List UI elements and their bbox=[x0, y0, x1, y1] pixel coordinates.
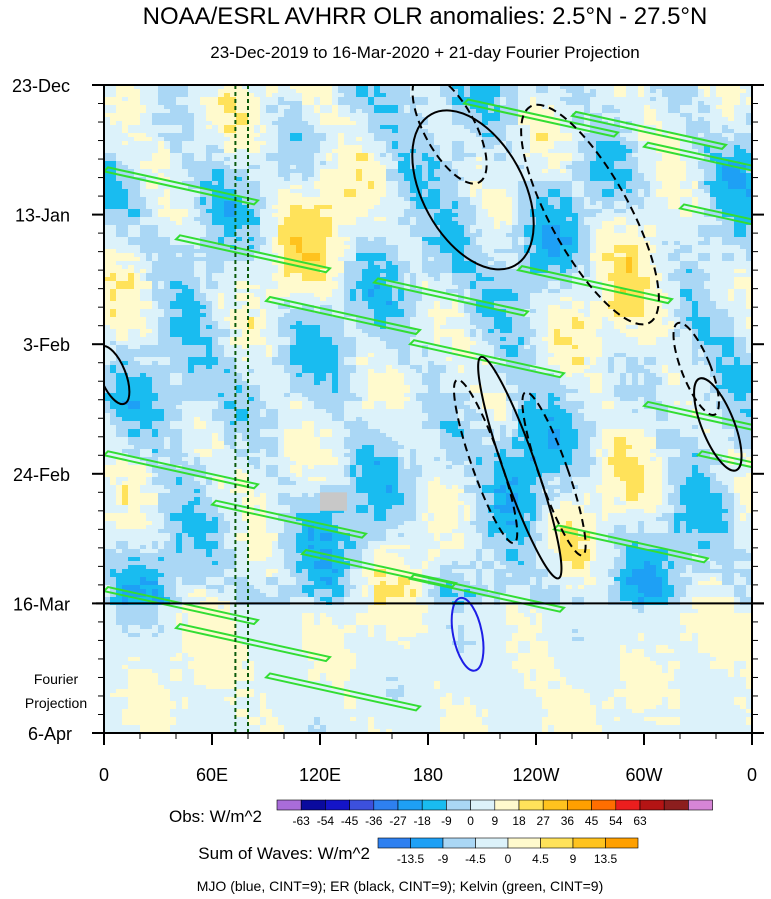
obs-legend-level: 9 bbox=[491, 814, 498, 828]
obs-legend-level: -18 bbox=[414, 814, 432, 828]
obs-legend-swatch bbox=[398, 800, 422, 810]
waves-legend-swatch bbox=[573, 838, 606, 848]
waves-legend-swatch bbox=[606, 838, 639, 848]
obs-legend-swatch bbox=[471, 800, 495, 810]
obs-legend-title: Obs: W/m^2 bbox=[169, 807, 262, 826]
projection-label: Fourier Projection bbox=[25, 671, 87, 711]
waves-legend-swatch bbox=[443, 838, 476, 848]
obs-legend-swatch bbox=[446, 800, 470, 810]
obs-legend-swatch bbox=[374, 800, 398, 810]
obs-legend-swatch bbox=[640, 800, 664, 810]
obs-legend-level: 0 bbox=[467, 814, 474, 828]
obs-legend: Obs: W/m^2 -63 -54 -45 -36 -27 -18 -9 0 9 18 27 36 4… bbox=[169, 800, 713, 828]
x-tick-label: 60E bbox=[196, 765, 228, 785]
waves-legend-swatch bbox=[476, 838, 509, 848]
obs-legend-swatch bbox=[495, 800, 519, 810]
obs-legend-swatch bbox=[350, 800, 374, 810]
waves-legend-level: 4.5 bbox=[532, 852, 549, 866]
waves-legend-level: -4.5 bbox=[465, 852, 486, 866]
obs-legend-level: -54 bbox=[317, 814, 335, 828]
x-tick-label: 120W bbox=[512, 765, 559, 785]
missing-data-box bbox=[320, 492, 347, 511]
obs-legend-swatch bbox=[567, 800, 591, 810]
plot-area bbox=[90, 62, 771, 734]
obs-legend-swatch bbox=[422, 800, 446, 810]
obs-legend-level: 45 bbox=[585, 814, 599, 828]
obs-legend-swatch bbox=[688, 800, 712, 810]
waves-legend-title: Sum of Waves: W/m^2 bbox=[198, 844, 370, 863]
y-tick-label: 6-Apr bbox=[28, 724, 72, 744]
obs-legend-swatch bbox=[277, 800, 301, 810]
obs-legend-level: -63 bbox=[293, 814, 311, 828]
waves-legend-swatch bbox=[541, 838, 574, 848]
waves-legend-level: -9 bbox=[438, 852, 449, 866]
waves-legend-level: 9 bbox=[570, 852, 577, 866]
waves-legend: Sum of Waves: W/m^2 -13.5 -9 -4.5 0 4.5 9 13.5 bbox=[198, 838, 638, 866]
projection-label-line-1: Fourier bbox=[34, 671, 79, 687]
waves-legend-level: 0 bbox=[505, 852, 512, 866]
waves-legend-swatch bbox=[411, 838, 444, 848]
y-tick-label: 16-Mar bbox=[13, 594, 70, 614]
obs-legend-swatch bbox=[543, 800, 567, 810]
x-tick-label: 120E bbox=[299, 765, 341, 785]
obs-legend-level: 63 bbox=[633, 814, 647, 828]
y-tick-label: 23-Dec bbox=[12, 76, 70, 96]
obs-legend-swatch bbox=[301, 800, 325, 810]
projection-label-line-2: Projection bbox=[25, 695, 87, 711]
obs-legend-level: -9 bbox=[441, 814, 452, 828]
obs-legend-level: -36 bbox=[365, 814, 383, 828]
obs-legend-level: 54 bbox=[609, 814, 623, 828]
obs-legend-level: 27 bbox=[537, 814, 551, 828]
obs-legend-level: 18 bbox=[512, 814, 526, 828]
obs-legend-swatch bbox=[325, 800, 349, 810]
x-tick-label: 0 bbox=[99, 765, 109, 785]
obs-legend-level: 36 bbox=[561, 814, 575, 828]
x-tick-label: 60W bbox=[625, 765, 662, 785]
obs-legend-swatch bbox=[664, 800, 688, 810]
waves-legend-swatch bbox=[378, 838, 411, 848]
obs-legend-level: -27 bbox=[389, 814, 407, 828]
x-tick-label: 0 bbox=[747, 765, 757, 785]
obs-legend-swatch bbox=[592, 800, 616, 810]
obs-legend-swatch bbox=[519, 800, 543, 810]
waves-legend-swatch bbox=[508, 838, 541, 848]
obs-legend-level: -45 bbox=[341, 814, 359, 828]
waves-legend-level: -13.5 bbox=[397, 852, 425, 866]
chart-subtitle: 23-Dec-2019 to 16-Mar-2020 + 21-day Four… bbox=[210, 43, 639, 62]
olr-hovmoller-chart: NOAA/ESRL AVHRR OLR anomalies: 2.5°N - 2… bbox=[0, 0, 771, 899]
chart-title: NOAA/ESRL AVHRR OLR anomalies: 2.5°N - 2… bbox=[143, 3, 708, 30]
y-tick-label: 13-Jan bbox=[15, 206, 70, 226]
obs-legend-swatch bbox=[616, 800, 640, 810]
y-tick-label: 3-Feb bbox=[23, 335, 70, 355]
waves-legend-level: 13.5 bbox=[594, 852, 618, 866]
x-tick-label: 180 bbox=[413, 765, 443, 785]
chart-footer: MJO (blue, CINT=9); ER (black, CINT=9); … bbox=[197, 878, 604, 894]
y-tick-label: 24-Feb bbox=[13, 465, 70, 485]
